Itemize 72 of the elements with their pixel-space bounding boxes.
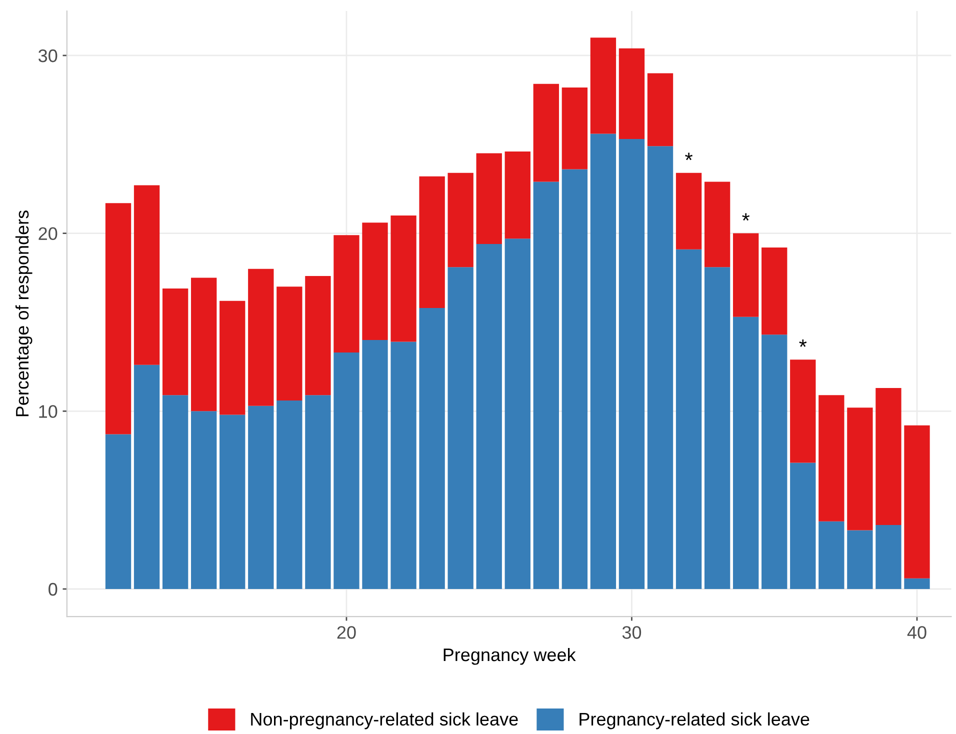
bar xyxy=(504,238,530,589)
bar xyxy=(162,395,188,589)
bar xyxy=(134,364,160,589)
bar xyxy=(818,521,844,589)
bar xyxy=(618,48,645,140)
bar xyxy=(362,340,388,589)
bar xyxy=(504,152,530,239)
y-tick-label: 20 xyxy=(38,227,58,240)
bar xyxy=(362,222,388,340)
bar xyxy=(276,400,302,589)
bar xyxy=(191,278,217,412)
bar xyxy=(162,288,188,396)
bar xyxy=(220,300,246,415)
y-tick-label: 0 xyxy=(48,582,58,596)
annotation: * xyxy=(685,152,693,160)
bar xyxy=(562,169,588,589)
bar xyxy=(818,395,844,522)
x-tick-label: 40 xyxy=(907,626,926,639)
bar xyxy=(533,84,559,182)
bar xyxy=(847,530,873,589)
bar xyxy=(562,87,588,170)
bar xyxy=(191,411,217,589)
bar xyxy=(419,308,445,589)
bar xyxy=(448,267,474,589)
bar xyxy=(419,176,445,308)
y-axis-title: Percentage of responders xyxy=(15,210,32,416)
bar xyxy=(590,38,616,134)
bar xyxy=(647,73,674,146)
bar xyxy=(762,334,788,589)
bar xyxy=(448,172,474,268)
bar xyxy=(305,276,331,396)
bar xyxy=(876,388,902,525)
x-axis-title: Pregnancy week xyxy=(444,648,576,665)
bar xyxy=(676,172,702,250)
x-tick-label: 20 xyxy=(337,626,356,639)
bar xyxy=(276,286,302,400)
bar xyxy=(390,216,416,342)
bar xyxy=(790,360,816,463)
annotation: * xyxy=(799,340,807,347)
bar xyxy=(847,408,873,530)
legend-label: Non-pregnancy-related sick leave xyxy=(251,712,518,730)
bar xyxy=(476,153,502,244)
y-tick-label: 30 xyxy=(38,49,58,62)
bar xyxy=(105,434,132,589)
bar xyxy=(618,139,645,589)
bar xyxy=(334,235,360,352)
bar xyxy=(390,342,416,589)
bar xyxy=(105,203,132,434)
bar xyxy=(134,185,160,365)
bar xyxy=(876,524,902,589)
bar xyxy=(790,462,816,589)
bar xyxy=(647,146,674,589)
bar xyxy=(248,406,274,589)
bar xyxy=(733,233,759,317)
bar xyxy=(762,248,788,335)
bar xyxy=(904,578,930,589)
y-tick-label: 10 xyxy=(39,405,58,418)
bar xyxy=(590,134,616,589)
bar xyxy=(220,414,246,589)
bar xyxy=(676,249,702,589)
bar xyxy=(704,267,730,589)
bar xyxy=(305,395,331,589)
x-tick-label: 30 xyxy=(622,626,642,639)
annotation: * xyxy=(742,213,750,221)
bar xyxy=(476,244,502,589)
bar xyxy=(248,268,274,406)
legend-label: Pregnancy-related sick leave xyxy=(580,712,810,730)
bar xyxy=(733,316,759,589)
bar xyxy=(904,425,930,578)
bar xyxy=(533,182,559,589)
bar xyxy=(334,352,360,589)
bar xyxy=(704,182,730,268)
